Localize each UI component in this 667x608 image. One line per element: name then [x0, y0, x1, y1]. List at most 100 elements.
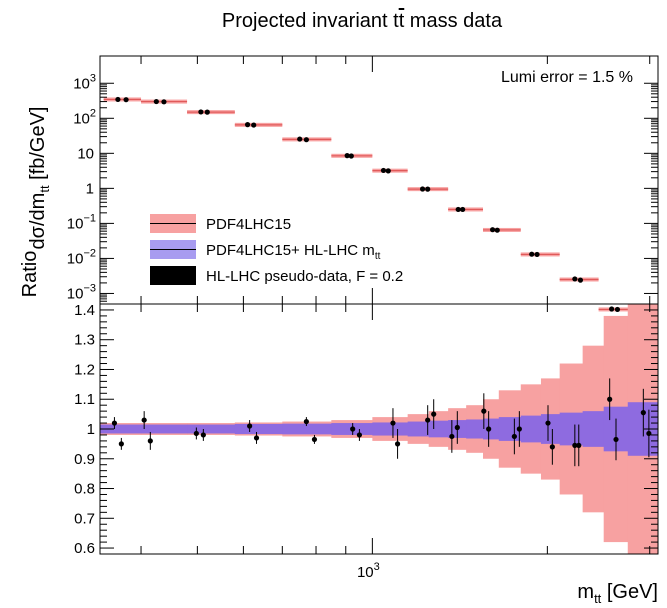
top-data-point-5 [204, 109, 210, 115]
ratio-bands-layer [100, 304, 659, 554]
top-data-point-17 [460, 206, 466, 213]
top-data-point-1 [123, 97, 129, 103]
ratio-hllhc-band-1 [141, 424, 188, 434]
ratio-hllhc-band-4 [282, 423, 332, 435]
ratio-data-point-18 [481, 408, 487, 414]
ratio-data-point-27 [613, 436, 619, 443]
top-data-point-6 [244, 122, 251, 128]
top-data-point-10 [344, 153, 350, 159]
legend-label-pdf: PDF4LHC15 [206, 216, 291, 233]
ratio-hllhc-band-2 [187, 424, 236, 434]
ratio-y-tick-label-0: 0.6 [74, 540, 95, 557]
top-data-point-23 [577, 277, 584, 283]
ratio-data-point-10 [350, 426, 356, 432]
ratio-data-point-9 [311, 436, 318, 443]
top-data-point-9 [303, 137, 309, 143]
ratio-hllhc-band-3 [234, 423, 283, 435]
ratio-hllhc-band-8 [428, 420, 449, 438]
top-data-point-4 [198, 109, 204, 115]
top-y-tick-label-0: 10−3 [67, 282, 96, 302]
legend-label-data: HL-LHC pseudo-data, F = 0.2 [206, 268, 403, 285]
ratio-y-tick-label-4: 1 [87, 421, 95, 438]
ratio-data-point-16 [449, 433, 455, 440]
ratio-y-tick-label-7: 1.3 [74, 332, 95, 349]
top-data-point-8 [297, 136, 303, 142]
ratio-hllhc-band-15 [559, 412, 584, 446]
legend-item-hllhc: PDF4LHC15+ HL-LHC mtt [150, 240, 381, 262]
top-y-tick-label-5: 102 [73, 107, 96, 127]
ratio-data-point-28 [640, 410, 646, 416]
ratio-data-point-13 [394, 441, 401, 447]
ratio-data-point-20 [511, 433, 517, 440]
ratio-data-point-15 [431, 411, 437, 417]
top-data-point-7 [251, 122, 257, 128]
top-data-point-13 [385, 168, 391, 174]
top-data-point-12 [380, 167, 387, 174]
ratio-data-point-26 [607, 396, 613, 402]
ratio-y-tick-label-5: 1.1 [74, 391, 95, 408]
ratio-points-layer [111, 378, 652, 467]
top-data-point-16 [455, 206, 461, 213]
top-y-tick-label-1: 10−2 [67, 247, 96, 267]
ratio-hllhc-band-6 [372, 422, 409, 436]
ratio-data-point-23 [549, 444, 555, 450]
x-axis-label: mtt [GeV] [577, 581, 658, 606]
ratio-hllhc-band-7 [407, 421, 430, 437]
legend-label-hllhc: PDF4LHC15+ HL-LHC mtt [206, 242, 381, 262]
top-panel: 10−3 10−2 10−1 1 10 102 103 Lumi error = 1.5 %… [27, 55, 659, 313]
chart-title: Projected invariant tt mass data [222, 10, 503, 32]
top-data-point-2 [153, 98, 159, 105]
ratio-y-tick-label-8: 1.4 [74, 302, 95, 319]
top-y-axis-label: dσ/dmtt [fb/GeV] [27, 107, 52, 250]
top-data-point-19 [494, 227, 500, 233]
ratio-y-tick-label-3: 0.9 [74, 451, 95, 468]
ratio-data-point-5 [200, 432, 206, 438]
legend-swatch-data [150, 266, 196, 285]
ratio-data-point-24 [572, 442, 578, 448]
top-y-tick-label-2: 10−1 [67, 212, 96, 232]
top-axes-layer: 10−3 10−2 10−1 1 10 102 103 [67, 56, 658, 304]
top-data-point-11 [348, 153, 354, 159]
top-data-point-21 [534, 251, 540, 258]
ratio-hllhc-band-14 [540, 414, 561, 444]
ratio-y-axis-label: Ratio [19, 251, 41, 298]
ratio-data-point-17 [454, 424, 460, 431]
ratio-y-tick-label-6: 1.2 [74, 361, 95, 378]
top-data-point-15 [425, 186, 431, 192]
ratio-data-point-1 [118, 441, 124, 447]
ratio-hllhc-band-16 [582, 411, 605, 447]
top-data-point-22 [572, 276, 578, 282]
top-y-tick-label-3: 1 [86, 180, 94, 197]
ratio-y-tick-label-2: 0.8 [74, 481, 95, 498]
ratio-data-point-0 [111, 420, 118, 426]
top-data-point-20 [529, 251, 535, 257]
ratio-data-point-21 [516, 426, 522, 432]
lumi-annotation: Lumi error = 1.5 % [501, 69, 633, 86]
top-y-tick-label-6: 103 [73, 72, 96, 92]
legend-item-data: HL-LHC pseudo-data, F = 0.2 [150, 266, 403, 285]
top-y-tick-label-4: 10 [77, 145, 94, 162]
ratio-data-point-6 [247, 423, 253, 429]
top-data-point-18 [489, 227, 496, 233]
top-points-layer [115, 96, 621, 313]
top-data-point-3 [161, 99, 167, 105]
ratio-data-point-4 [193, 430, 199, 437]
ratio-data-point-22 [545, 420, 551, 426]
ratio-hllhc-band-0 [100, 424, 142, 434]
bottom-frame [99, 303, 659, 555]
legend-item-pdf: PDF4LHC15 [150, 214, 291, 233]
legend: PDF4LHC15 PDF4LHC15+ HL-LHC mtt HL-LHC p… [150, 214, 403, 285]
x-tick-label-1000: 103 [357, 561, 380, 581]
top-data-point-24 [609, 306, 615, 312]
ratio-data-point-3 [147, 438, 153, 444]
top-data-point-25 [614, 306, 621, 313]
ratio-y-tick-label-1: 0.7 [74, 510, 95, 527]
ratio-hllhc-band-10 [466, 419, 484, 439]
ratio-data-point-11 [356, 432, 363, 438]
top-data-point-14 [419, 186, 426, 192]
ratio-data-point-7 [253, 435, 260, 441]
bottom-panel: 0.6 0.7 0.8 0.9 1 1.1 1.2 1.3 1.4 103 Ratio mtt [… [19, 251, 659, 606]
ratio-data-point-12 [390, 420, 396, 426]
ratio-axes-layer: 0.6 0.7 0.8 0.9 1 1.1 1.2 1.3 1.4 103 [74, 302, 658, 581]
